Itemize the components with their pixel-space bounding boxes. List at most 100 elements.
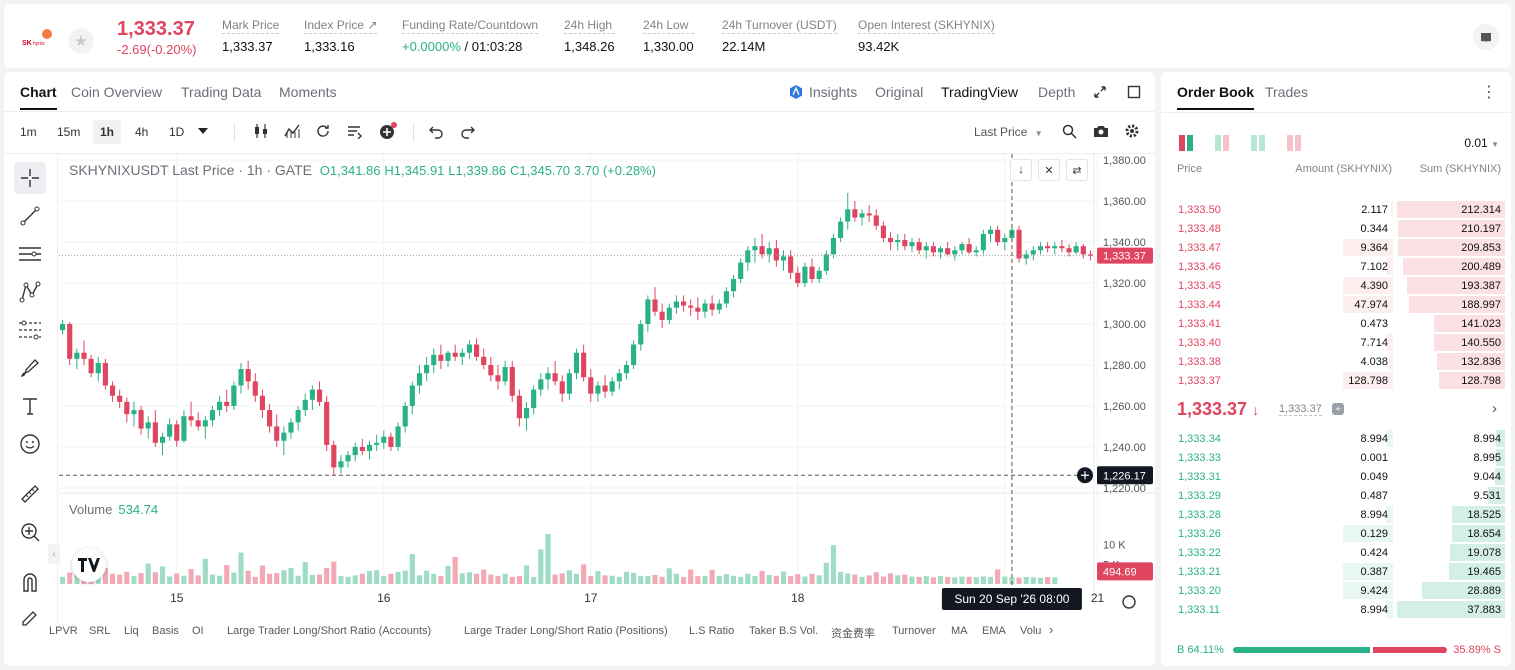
tab-trading-data[interactable]: Trading Data <box>181 84 262 100</box>
price-type-select[interactable]: Last Price ▼ <box>974 125 1043 139</box>
collapse-sidebar-icon[interactable]: ‹ <box>48 544 60 564</box>
ask-row[interactable]: 1,333.40 7.714 140.550 <box>1161 333 1511 352</box>
chevron-right-icon[interactable]: › <box>1492 400 1497 417</box>
volume-bar <box>188 569 194 584</box>
search-icon[interactable] <box>1059 121 1079 141</box>
precision-select[interactable]: 0.01 ▼ <box>1464 136 1499 150</box>
ask-row[interactable]: 1,333.44 47.974 188.997 <box>1161 295 1511 314</box>
window-icon[interactable] <box>1124 82 1144 102</box>
replay-icon[interactable] <box>313 121 333 141</box>
stat-index-price[interactable]: Index Price ↗ 1,333.16 <box>304 18 378 54</box>
indicator-funding-rate[interactable]: 资金费率 <box>831 628 875 640</box>
ask-row[interactable]: 1,333.50 2.117 212.314 <box>1161 200 1511 219</box>
tradingview-logo-icon[interactable] <box>72 548 106 582</box>
bid-row[interactable]: 1,333.11 8.994 37.883 <box>1161 600 1511 619</box>
ask-row[interactable]: 1,333.46 7.102 200.489 <box>1161 257 1511 276</box>
mode-both-icon[interactable] <box>1179 135 1195 151</box>
candle-body <box>209 410 216 421</box>
indicator-volume[interactable]: Volu <box>1020 625 1042 637</box>
view-depth[interactable]: Depth <box>1038 84 1076 100</box>
indicator-oi[interactable]: OI <box>192 625 204 637</box>
crosshair-tool-icon[interactable] <box>14 162 46 194</box>
camera-icon[interactable] <box>1091 121 1111 141</box>
ruler-tool-icon[interactable] <box>14 478 46 510</box>
candlestick-chart[interactable]: 1,380.00 1,360.00 1,340.00 1,320.00 1,300.00… <box>59 154 1155 624</box>
undo-icon[interactable] <box>426 121 446 141</box>
expand-icon[interactable] <box>1090 82 1110 102</box>
swap-icon[interactable]: ⇄ <box>1066 159 1088 181</box>
magnet-tool-icon[interactable] <box>14 566 46 598</box>
view-tradingview[interactable]: TradingView <box>941 84 1019 100</box>
favorite-star-icon[interactable]: ★ <box>68 28 94 54</box>
stat-open-interest[interactable]: Open Interest (SKHYNIX) 93.42K <box>858 18 995 54</box>
bid-row[interactable]: 1,333.29 0.487 9.531 <box>1161 486 1511 505</box>
candle-body <box>109 385 116 396</box>
settings-gear-icon[interactable] <box>1122 121 1142 141</box>
bid-row[interactable]: 1,333.26 0.129 18.654 <box>1161 524 1511 543</box>
text-tool-icon[interactable] <box>14 390 46 422</box>
stat-funding-rate[interactable]: Funding Rate/Countdown +0.0000% / 01:03:… <box>402 18 539 54</box>
stat-mark-price[interactable]: Mark Price 1,333.37 <box>222 18 280 54</box>
arrow-down-icon[interactable]: ↓ <box>1010 159 1032 181</box>
indicator-turnover[interactable]: Turnover <box>892 625 936 637</box>
layout-icon[interactable] <box>344 121 364 141</box>
timeframe-1h[interactable]: 1h <box>93 120 122 144</box>
mode-bids-icon[interactable] <box>1251 135 1267 151</box>
bid-row[interactable]: 1,333.34 8.994 8.994 <box>1161 429 1511 448</box>
timeframe-15m[interactable]: 15m <box>57 125 81 139</box>
indicator-liq[interactable]: Liq <box>124 625 139 637</box>
indicator-ma[interactable]: MA <box>951 625 968 637</box>
mode-split-icon[interactable] <box>1215 135 1231 151</box>
chevron-right-icon[interactable]: › <box>1049 622 1054 637</box>
timeframe-4h[interactable]: 4h <box>135 125 149 139</box>
more-options-icon[interactable]: ⋮ <box>1481 84 1497 101</box>
ask-row[interactable]: 1,333.37 128.798 128.798 <box>1161 371 1511 390</box>
bid-row[interactable]: 1,333.22 0.424 19.078 <box>1161 543 1511 562</box>
tab-trades[interactable]: Trades <box>1265 84 1309 100</box>
draw-mode-icon[interactable] <box>14 604 46 628</box>
bid-row[interactable]: 1,333.20 9.424 28.889 <box>1161 581 1511 600</box>
timeframe-dropdown-icon[interactable] <box>193 121 213 141</box>
timeframe-1m[interactable]: 1m <box>20 125 37 139</box>
bid-row[interactable]: 1,333.31 0.049 9.044 <box>1161 467 1511 486</box>
redo-icon[interactable] <box>458 121 478 141</box>
bid-row[interactable]: 1,333.21 0.387 19.465 <box>1161 562 1511 581</box>
indicator-taker-vol[interactable]: Taker B.S Vol. <box>749 625 819 637</box>
timeframe-1d[interactable]: 1D <box>169 125 185 139</box>
zoom-in-tool-icon[interactable] <box>14 516 46 548</box>
bid-row[interactable]: 1,333.33 0.001 8.995 <box>1161 448 1511 467</box>
candle-type-icon[interactable] <box>251 121 271 141</box>
brush-tool-icon[interactable] <box>14 352 46 384</box>
indicator-ls-ratio[interactable]: L.S Ratio <box>689 625 735 637</box>
insights-button[interactable]: Insights <box>788 84 857 100</box>
ask-row[interactable]: 1,333.41 0.473 141.023 <box>1161 314 1511 333</box>
horizontal-lines-tool-icon[interactable] <box>14 238 46 270</box>
fibonacci-tool-icon[interactable] <box>14 314 46 346</box>
indicator-lpvr[interactable]: LPVR <box>49 625 78 637</box>
add-indicator-icon[interactable] <box>378 121 398 141</box>
tab-moments[interactable]: Moments <box>279 84 337 100</box>
indicator-ema[interactable]: EMA <box>982 625 1006 637</box>
tab-chart[interactable]: Chart <box>20 84 57 110</box>
indicator-ls-accounts[interactable]: Large Trader Long/Short Ratio (Accounts) <box>227 625 432 637</box>
indicator-ls-positions[interactable]: Large Trader Long/Short Ratio (Positions… <box>464 625 668 637</box>
mode-asks-icon[interactable] <box>1287 135 1303 151</box>
tab-coin-overview[interactable]: Coin Overview <box>71 84 163 100</box>
ask-row[interactable]: 1,333.47 9.364 209.853 <box>1161 238 1511 257</box>
mid-price[interactable]: 1,333.37 ↓ <box>1177 399 1259 420</box>
candle-body <box>859 213 865 218</box>
ask-row[interactable]: 1,333.38 4.038 132.836 <box>1161 352 1511 371</box>
indicators-icon[interactable] <box>282 121 302 141</box>
book-icon[interactable] <box>1473 24 1499 50</box>
pattern-tool-icon[interactable] <box>14 276 46 308</box>
tab-order-book[interactable]: Order Book <box>1177 84 1255 110</box>
trend-line-tool-icon[interactable] <box>14 200 46 232</box>
ask-row[interactable]: 1,333.45 4.390 193.387 <box>1161 276 1511 295</box>
indicator-srl[interactable]: SRL <box>89 625 111 637</box>
ask-row[interactable]: 1,333.48 0.344 210.197 <box>1161 219 1511 238</box>
indicator-basis[interactable]: Basis <box>152 625 179 637</box>
bid-row[interactable]: 1,333.28 8.994 18.525 <box>1161 505 1511 524</box>
collapse-icon[interactable]: ✕ <box>1038 159 1060 181</box>
emoji-tool-icon[interactable] <box>14 428 46 460</box>
view-original[interactable]: Original <box>875 84 924 100</box>
